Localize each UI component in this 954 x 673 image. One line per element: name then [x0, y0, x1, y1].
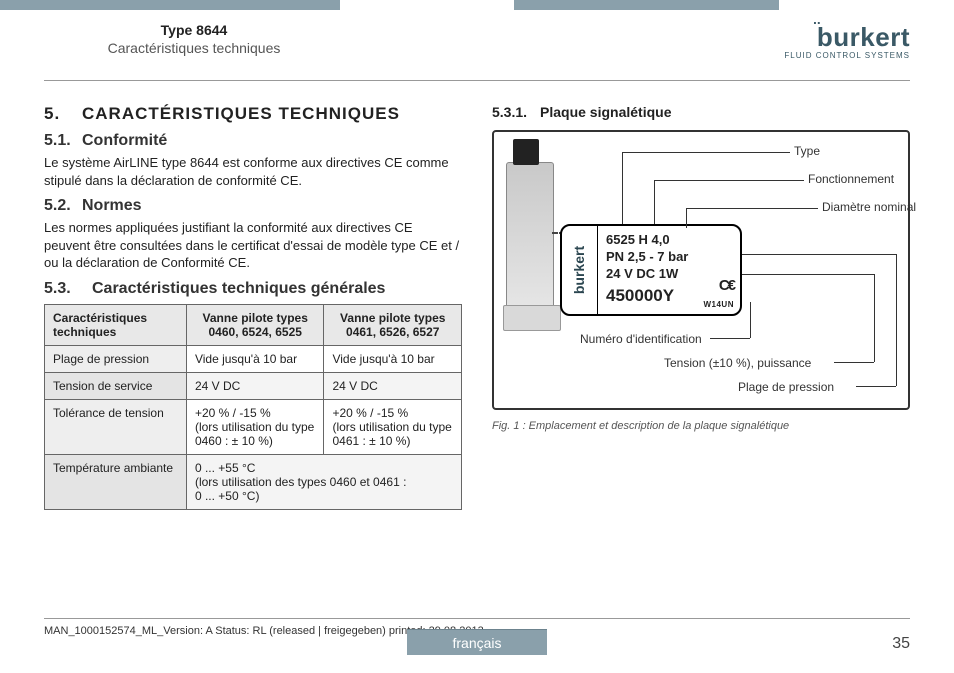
plate-line1: 6525 H 4,0: [606, 232, 732, 249]
callout-diam: Diamètre nominal: [822, 200, 916, 214]
language-tab: français: [407, 629, 547, 655]
table-row: Tension de service24 V DC24 V DC: [45, 372, 462, 399]
table-cell: +20 % / -15 % (lors utilisation du type …: [186, 399, 324, 454]
table-row: Tolérance de tension+20 % / -15 % (lors …: [45, 399, 462, 454]
table-cell: Température ambiante: [45, 454, 187, 509]
page-number: 35: [892, 635, 910, 653]
plate-line3: 24 V DC 1W: [606, 266, 732, 283]
lead-volt-h: [834, 362, 874, 363]
accent-bar-right: [514, 0, 779, 10]
section-5-2-title: 5.2.Normes: [44, 197, 462, 215]
lead-id-v: [750, 302, 751, 338]
table-cell: Plage de pression: [45, 345, 187, 372]
callout-func: Fonctionnement: [808, 172, 894, 186]
lead-press-h: [856, 386, 896, 387]
lead-type-h: [622, 152, 790, 153]
valve-illustration: [506, 162, 554, 312]
lead-diam-v: [686, 208, 687, 228]
header-subtitle: Caractéristiques techniques: [44, 40, 344, 56]
lead-volt-h2: [742, 274, 874, 275]
table-cell: Vide jusqu'à 10 bar: [186, 345, 324, 372]
brand-tagline: FLUID CONTROL SYSTEMS: [784, 51, 910, 60]
section-5-3-title: 5.3.Caractéristiques techniques générale…: [44, 280, 462, 298]
lead-func-h: [654, 180, 804, 181]
table-cell: Tolérance de tension: [45, 399, 187, 454]
header-rule: [44, 80, 910, 81]
section-5-1-text: Le système AirLINE type 8644 est conform…: [44, 154, 462, 189]
right-column: 5.3.1.Plaque signalétique burkert 6525 H…: [492, 104, 910, 613]
table-cell: +20 % / -15 % (lors utilisation du type …: [324, 399, 462, 454]
table-cell: Tension de service: [45, 372, 187, 399]
lead-volt-v: [874, 274, 875, 362]
table-row: Température ambiante0 ... +55 °C (lors u…: [45, 454, 462, 509]
callout-press: Plage de pression: [738, 380, 834, 394]
callout-type: Type: [794, 144, 820, 158]
table-cell: 0 ... +55 °C (lors utilisation des types…: [186, 454, 461, 509]
nameplate-brand-vertical: burkert: [562, 226, 598, 314]
header-type: Type 8644: [44, 22, 344, 38]
nameplate: burkert 6525 H 4,0 PN 2,5 - 7 bar 24 V D…: [560, 224, 742, 316]
th-1: Vanne pilote types 0460, 6524, 6525: [186, 304, 324, 345]
table-cell: 24 V DC: [324, 372, 462, 399]
table-cell: 24 V DC: [186, 372, 324, 399]
callout-volt: Tension (±10 %), puissance: [664, 356, 811, 370]
spec-table: Caractéristiques techniques Vanne pilote…: [44, 304, 462, 510]
table-cell: Vide jusqu'à 10 bar: [324, 345, 462, 372]
ce-mark-icon: C€: [719, 276, 734, 296]
brand-name: burkert: [817, 22, 910, 52]
th-2: Vanne pilote types 0461, 6526, 6527: [324, 304, 462, 345]
lead-func-v: [654, 180, 655, 224]
accent-bar-left: [0, 0, 340, 10]
section-5-1-title: 5.1.Conformité: [44, 132, 462, 150]
footer-rule: [44, 618, 910, 619]
lead-type-v: [622, 152, 623, 224]
section-5-3-1-title: 5.3.1.Plaque signalétique: [492, 104, 910, 120]
table-row: Plage de pressionVide jusqu'à 10 barVide…: [45, 345, 462, 372]
lead-id-h: [710, 338, 750, 339]
brand-logo: ¨burkert FLUID CONTROL SYSTEMS: [784, 22, 910, 60]
section-5-title: 5.CARACTÉRISTIQUES TECHNIQUES: [44, 104, 462, 124]
lead-press-v: [896, 254, 897, 386]
lead-diam-h: [686, 208, 818, 209]
figure-caption: Fig. 1 : Emplacement et description de l…: [492, 420, 910, 432]
left-column: 5.CARACTÉRISTIQUES TECHNIQUES 5.1.Confor…: [44, 104, 462, 613]
plate-small: W14UN: [703, 300, 734, 310]
section-5-2-text: Les normes appliquées justifiant la conf…: [44, 219, 462, 272]
nameplate-figure: burkert 6525 H 4,0 PN 2,5 - 7 bar 24 V D…: [492, 130, 910, 410]
lead-press-h2: [742, 254, 896, 255]
callout-id: Numéro d'identification: [580, 332, 702, 346]
page-header: Type 8644 Caractéristiques techniques ¨b…: [44, 22, 910, 60]
plate-line2: PN 2,5 - 7 bar: [606, 249, 732, 266]
th-0: Caractéristiques techniques: [45, 304, 187, 345]
